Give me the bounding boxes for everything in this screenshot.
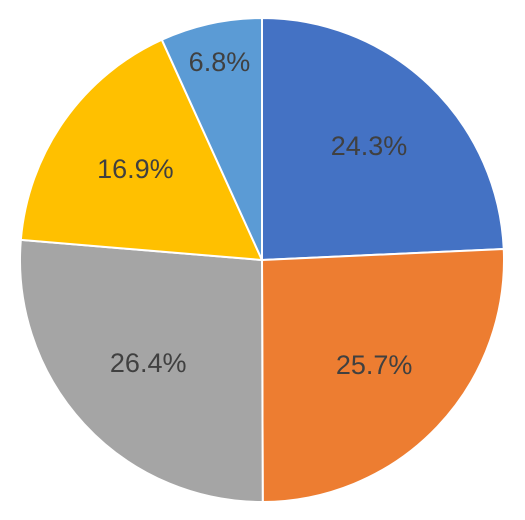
pie-slice xyxy=(261,16,505,262)
data-label: 24.3% xyxy=(331,131,408,161)
data-label: 16.9% xyxy=(97,154,174,184)
pie-slice xyxy=(260,247,505,504)
pie-slice xyxy=(19,238,264,503)
data-label: 26.4% xyxy=(110,348,187,378)
pie-slice xyxy=(160,16,263,261)
data-label: 25.7% xyxy=(336,350,413,380)
pie-slice xyxy=(19,38,264,262)
data-label: 6.8% xyxy=(189,47,251,77)
